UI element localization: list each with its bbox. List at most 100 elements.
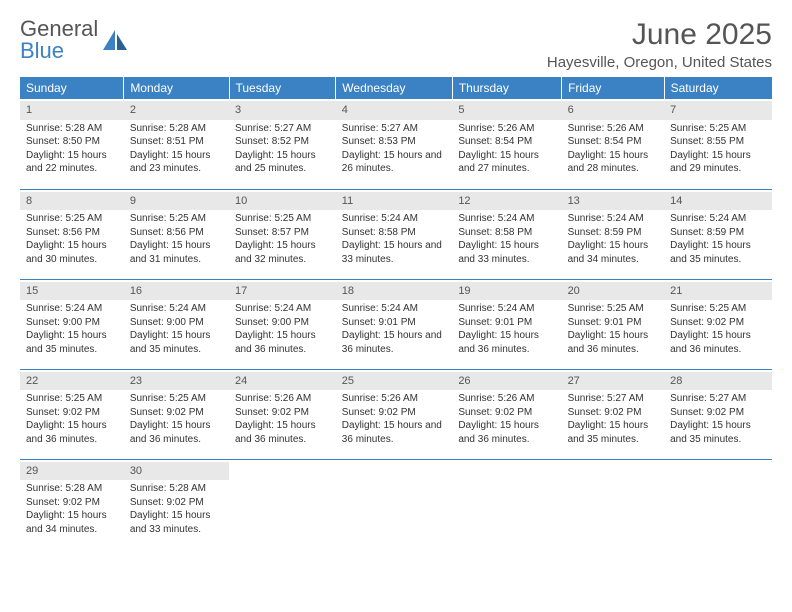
day-cell: 16Sunrise: 5:24 AMSunset: 9:00 PMDayligh… <box>124 279 229 369</box>
day-number: 8 <box>20 192 124 211</box>
day-number: 17 <box>229 282 336 301</box>
day-cell: 8Sunrise: 5:25 AMSunset: 8:56 PMDaylight… <box>20 189 124 279</box>
day-info: Sunrise: 5:26 AMSunset: 8:54 PMDaylight:… <box>458 122 555 176</box>
day-cell: 20Sunrise: 5:25 AMSunset: 9:01 PMDayligh… <box>562 279 665 369</box>
day-cell: 28Sunrise: 5:27 AMSunset: 9:02 PMDayligh… <box>664 369 772 459</box>
day-number: 9 <box>124 192 229 211</box>
day-cell: 22Sunrise: 5:25 AMSunset: 9:02 PMDayligh… <box>20 369 124 459</box>
day-cell: 9Sunrise: 5:25 AMSunset: 8:56 PMDaylight… <box>124 189 229 279</box>
day-number: 25 <box>336 372 453 391</box>
logo-sail-icon <box>101 28 129 52</box>
day-info: Sunrise: 5:28 AMSunset: 9:02 PMDaylight:… <box>130 482 223 536</box>
day-cell: 5Sunrise: 5:26 AMSunset: 8:54 PMDaylight… <box>452 99 561 189</box>
day-info: Sunrise: 5:25 AMSunset: 9:02 PMDaylight:… <box>670 302 766 356</box>
day-number: 2 <box>124 101 229 120</box>
day-number: 23 <box>124 372 229 391</box>
day-cell <box>452 459 561 549</box>
day-header: Wednesday <box>336 77 453 99</box>
day-header: Saturday <box>664 77 772 99</box>
day-number: 4 <box>336 101 453 120</box>
day-number: 6 <box>562 101 665 120</box>
day-info: Sunrise: 5:28 AMSunset: 9:02 PMDaylight:… <box>26 482 118 536</box>
week-row: 15Sunrise: 5:24 AMSunset: 9:00 PMDayligh… <box>20 279 772 369</box>
day-info: Sunrise: 5:24 AMSunset: 8:59 PMDaylight:… <box>568 212 659 266</box>
day-info: Sunrise: 5:27 AMSunset: 8:52 PMDaylight:… <box>235 122 330 176</box>
day-number: 18 <box>336 282 453 301</box>
day-header: Thursday <box>452 77 561 99</box>
calendar-body: 1 Sunrise: 5:28 AMSunset: 8:50 PMDaylight… <box>20 99 772 549</box>
week-row: 22Sunrise: 5:25 AMSunset: 9:02 PMDayligh… <box>20 369 772 459</box>
day-cell: 21Sunrise: 5:25 AMSunset: 9:02 PMDayligh… <box>664 279 772 369</box>
day-cell: 10Sunrise: 5:25 AMSunset: 8:57 PMDayligh… <box>229 189 336 279</box>
day-info: Sunrise: 5:24 AMSunset: 9:01 PMDaylight:… <box>342 302 447 356</box>
day-cell: 17Sunrise: 5:24 AMSunset: 9:00 PMDayligh… <box>229 279 336 369</box>
day-cell: 3 Sunrise: 5:27 AMSunset: 8:52 PMDaylight… <box>229 99 336 189</box>
logo: General Blue <box>20 18 129 62</box>
day-cell: 14Sunrise: 5:24 AMSunset: 8:59 PMDayligh… <box>664 189 772 279</box>
day-cell: 19Sunrise: 5:24 AMSunset: 9:01 PMDayligh… <box>452 279 561 369</box>
day-cell: 29Sunrise: 5:28 AMSunset: 9:02 PMDayligh… <box>20 459 124 549</box>
day-number: 13 <box>562 192 665 211</box>
day-cell <box>336 459 453 549</box>
day-number: 16 <box>124 282 229 301</box>
day-cell <box>664 459 772 549</box>
day-number: 10 <box>229 192 336 211</box>
day-number: 7 <box>664 101 772 120</box>
day-info: Sunrise: 5:28 AMSunset: 8:50 PMDaylight:… <box>26 122 118 176</box>
day-header: Monday <box>124 77 229 99</box>
day-info: Sunrise: 5:25 AMSunset: 8:55 PMDaylight:… <box>670 122 766 176</box>
day-number: 15 <box>20 282 124 301</box>
day-header: Sunday <box>20 77 124 99</box>
day-number: 3 <box>229 101 336 120</box>
day-cell: 26Sunrise: 5:26 AMSunset: 9:02 PMDayligh… <box>452 369 561 459</box>
day-cell: 6 Sunrise: 5:26 AMSunset: 8:54 PMDaylight… <box>562 99 665 189</box>
header: General Blue June 2025 Hayesville, Orego… <box>20 18 772 71</box>
day-info: Sunrise: 5:25 AMSunset: 8:57 PMDaylight:… <box>235 212 330 266</box>
day-info: Sunrise: 5:24 AMSunset: 9:00 PMDaylight:… <box>130 302 223 356</box>
day-number: 11 <box>336 192 453 211</box>
day-info: Sunrise: 5:27 AMSunset: 8:53 PMDaylight:… <box>342 122 447 176</box>
day-cell: 25Sunrise: 5:26 AMSunset: 9:02 PMDayligh… <box>336 369 453 459</box>
day-number: 24 <box>229 372 336 391</box>
day-cell: 2 Sunrise: 5:28 AMSunset: 8:51 PMDaylight… <box>124 99 229 189</box>
calendar-table: SundayMondayTuesdayWednesdayThursdayFrid… <box>20 77 772 549</box>
week-row: 1 Sunrise: 5:28 AMSunset: 8:50 PMDaylight… <box>20 99 772 189</box>
day-info: Sunrise: 5:27 AMSunset: 9:02 PMDaylight:… <box>670 392 766 446</box>
day-info: Sunrise: 5:28 AMSunset: 8:51 PMDaylight:… <box>130 122 223 176</box>
day-info: Sunrise: 5:24 AMSunset: 9:00 PMDaylight:… <box>26 302 118 356</box>
day-info: Sunrise: 5:24 AMSunset: 9:00 PMDaylight:… <box>235 302 330 356</box>
day-cell: 23Sunrise: 5:25 AMSunset: 9:02 PMDayligh… <box>124 369 229 459</box>
day-info: Sunrise: 5:26 AMSunset: 9:02 PMDaylight:… <box>458 392 555 446</box>
week-row: 8Sunrise: 5:25 AMSunset: 8:56 PMDaylight… <box>20 189 772 279</box>
day-cell: 4 Sunrise: 5:27 AMSunset: 8:53 PMDaylight… <box>336 99 453 189</box>
day-cell <box>229 459 336 549</box>
day-number: 14 <box>664 192 772 211</box>
day-cell: 30Sunrise: 5:28 AMSunset: 9:02 PMDayligh… <box>124 459 229 549</box>
day-header: Tuesday <box>229 77 336 99</box>
day-cell: 12Sunrise: 5:24 AMSunset: 8:58 PMDayligh… <box>452 189 561 279</box>
day-info: Sunrise: 5:27 AMSunset: 9:02 PMDaylight:… <box>568 392 659 446</box>
day-number: 1 <box>20 101 124 120</box>
header-row: SundayMondayTuesdayWednesdayThursdayFrid… <box>20 77 772 99</box>
day-cell: 27Sunrise: 5:27 AMSunset: 9:02 PMDayligh… <box>562 369 665 459</box>
day-info: Sunrise: 5:25 AMSunset: 9:02 PMDaylight:… <box>130 392 223 446</box>
page-title: June 2025 <box>547 18 772 52</box>
day-number: 29 <box>20 462 124 481</box>
week-row: 29Sunrise: 5:28 AMSunset: 9:02 PMDayligh… <box>20 459 772 549</box>
day-number: 21 <box>664 282 772 301</box>
day-cell: 7 Sunrise: 5:25 AMSunset: 8:55 PMDaylight… <box>664 99 772 189</box>
day-info: Sunrise: 5:25 AMSunset: 9:02 PMDaylight:… <box>26 392 118 446</box>
day-cell: 18Sunrise: 5:24 AMSunset: 9:01 PMDayligh… <box>336 279 453 369</box>
day-info: Sunrise: 5:26 AMSunset: 8:54 PMDaylight:… <box>568 122 659 176</box>
day-number: 12 <box>452 192 561 211</box>
day-cell: 15Sunrise: 5:24 AMSunset: 9:00 PMDayligh… <box>20 279 124 369</box>
day-number: 28 <box>664 372 772 391</box>
day-info: Sunrise: 5:25 AMSunset: 9:01 PMDaylight:… <box>568 302 659 356</box>
day-info: Sunrise: 5:24 AMSunset: 9:01 PMDaylight:… <box>458 302 555 356</box>
day-info: Sunrise: 5:26 AMSunset: 9:02 PMDaylight:… <box>342 392 447 446</box>
day-cell: 13Sunrise: 5:24 AMSunset: 8:59 PMDayligh… <box>562 189 665 279</box>
day-cell: 11Sunrise: 5:24 AMSunset: 8:58 PMDayligh… <box>336 189 453 279</box>
day-header: Friday <box>562 77 665 99</box>
location: Hayesville, Oregon, United States <box>547 54 772 71</box>
day-info: Sunrise: 5:24 AMSunset: 8:58 PMDaylight:… <box>458 212 555 266</box>
